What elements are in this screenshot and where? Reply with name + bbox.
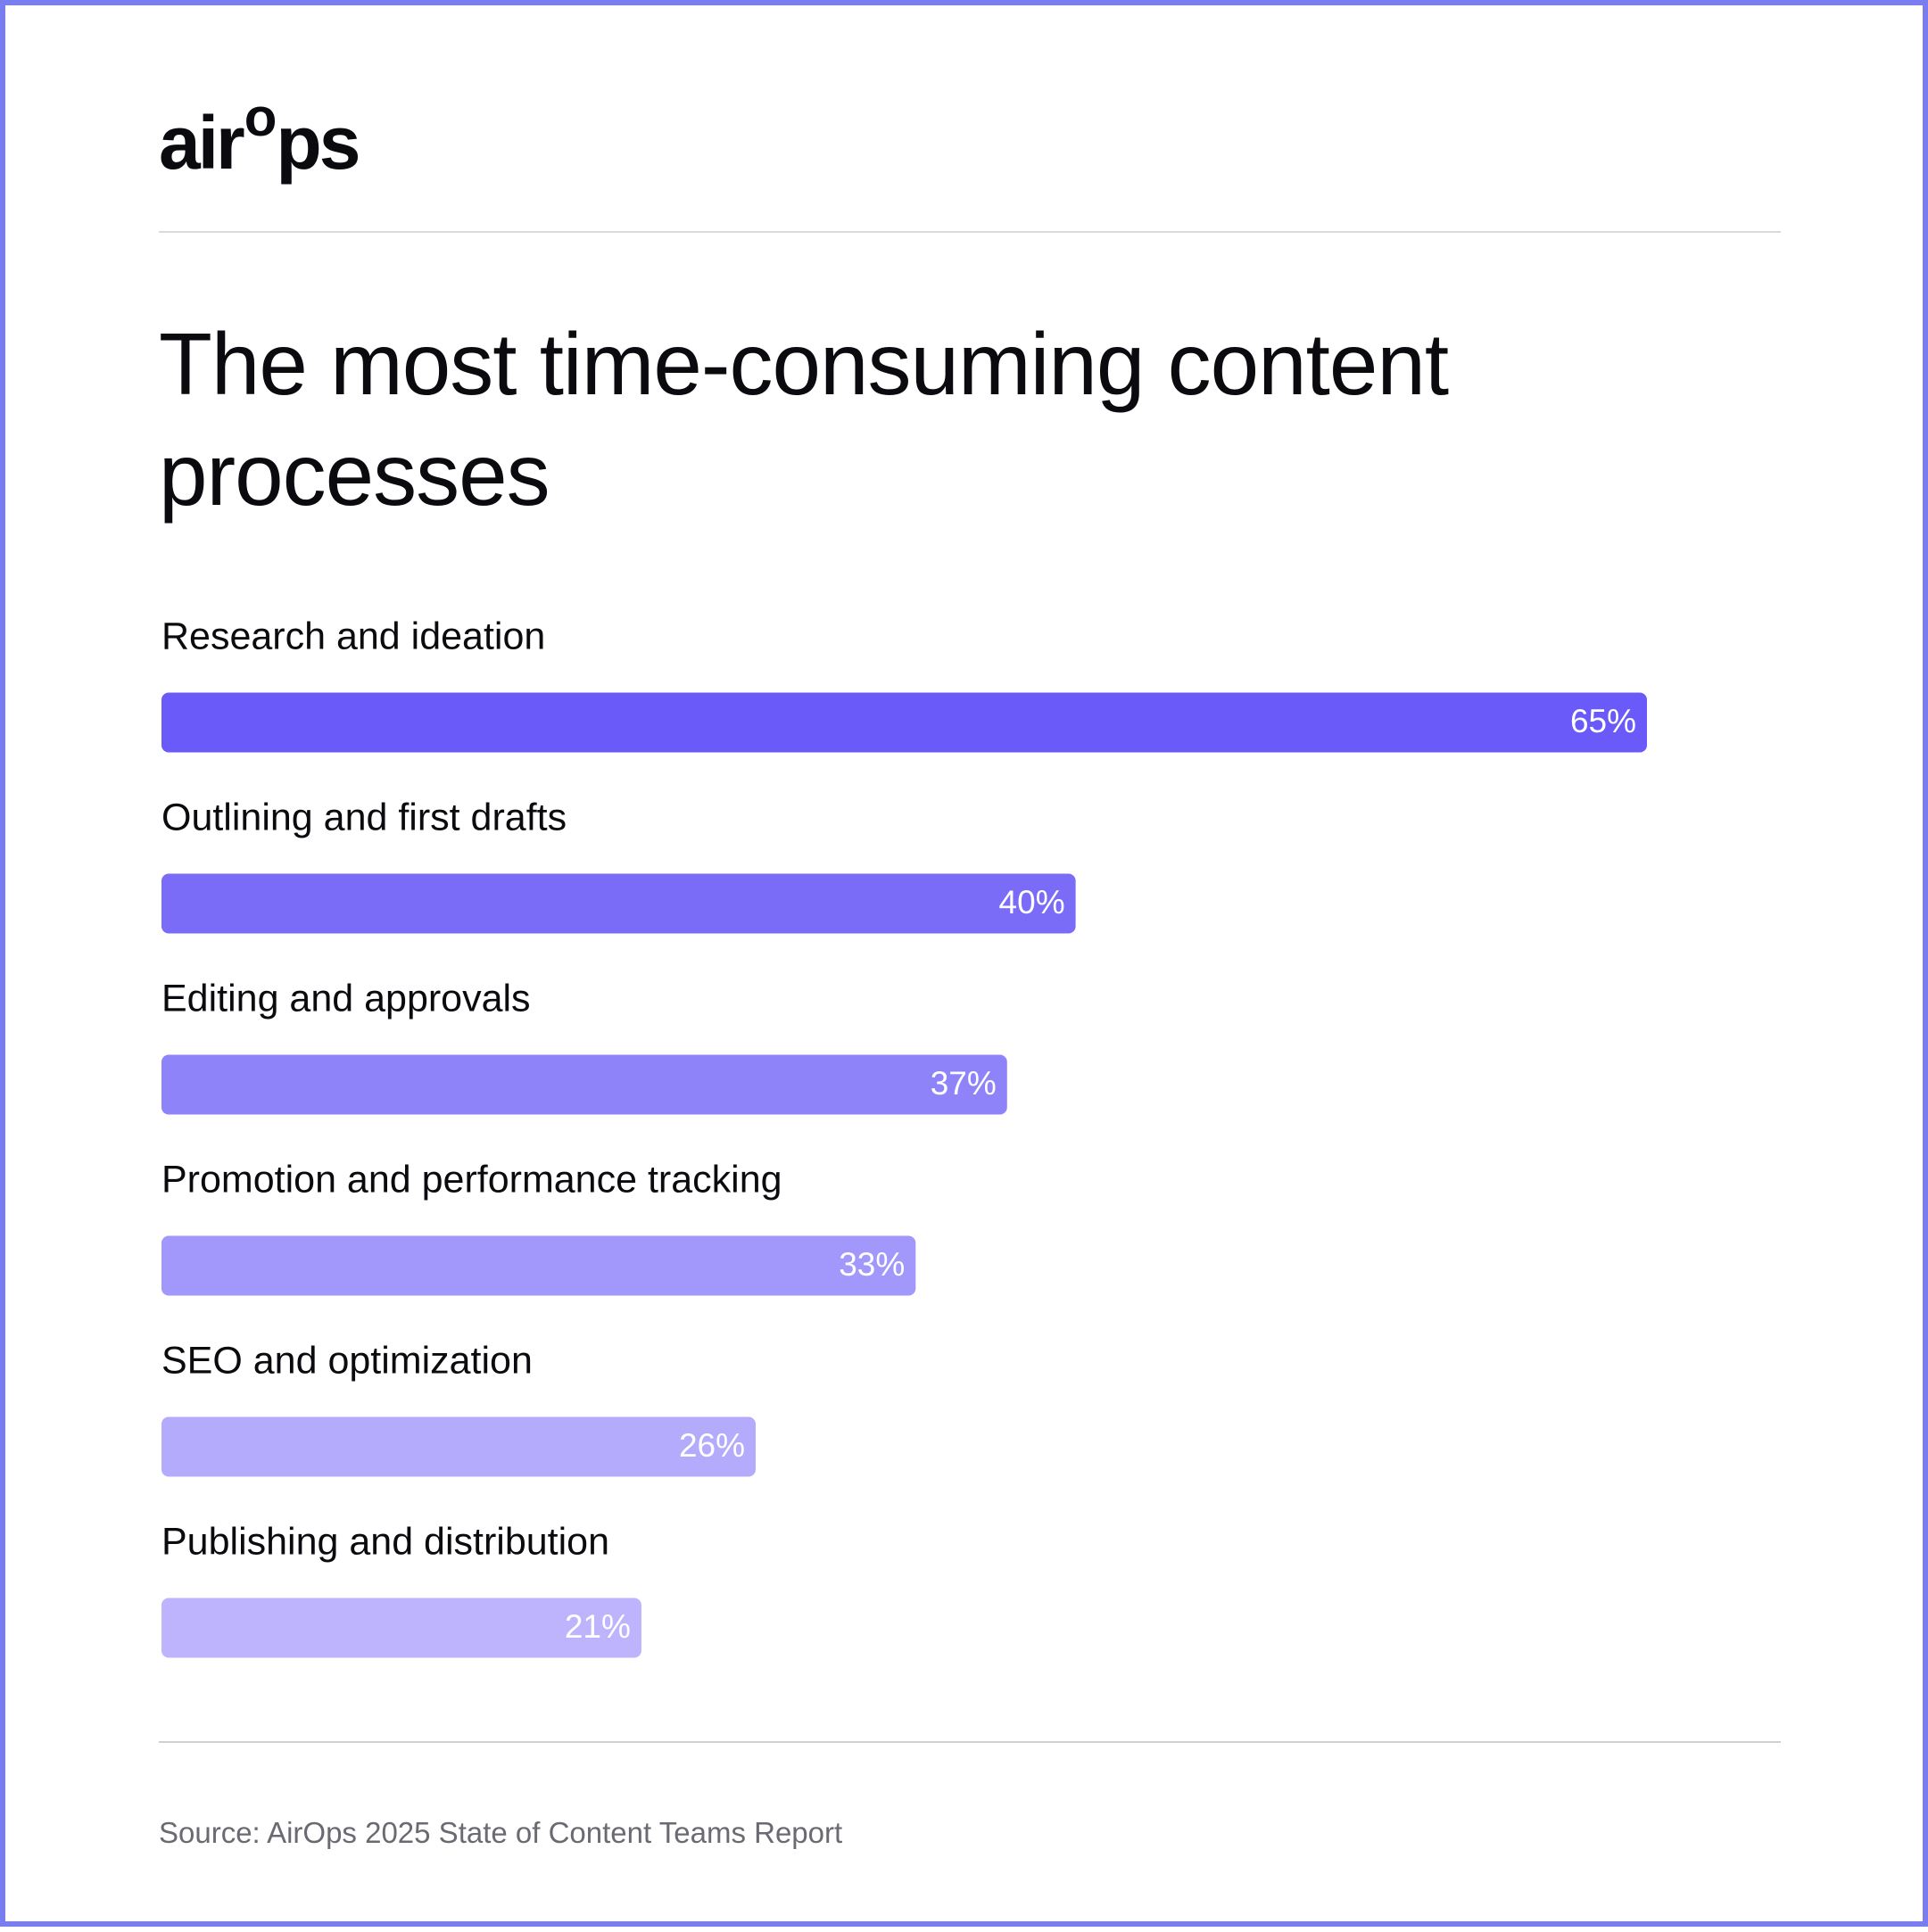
chart-title: The most time-consuming content processe… <box>159 315 1449 524</box>
bar-value-label: 21% <box>565 1608 631 1645</box>
bar-value-label: 65% <box>1570 703 1636 739</box>
source-note: Source: AirOps 2025 State of Content Tea… <box>159 1816 843 1849</box>
bar <box>161 1054 1007 1115</box>
category-label: Research and ideation <box>161 615 545 657</box>
bar <box>161 1416 756 1477</box>
logo-text-air: air <box>159 101 245 185</box>
logo-text-ps: ps <box>276 101 360 185</box>
bar-chart: Research and ideation 65% Outlining and fi… <box>161 615 1647 1658</box>
bar <box>161 1235 916 1296</box>
top-divider <box>159 231 1781 233</box>
logo-text-o: o <box>244 87 277 147</box>
category-label: Editing and approvals <box>161 977 531 1020</box>
bar <box>161 1598 641 1658</box>
bar <box>161 873 1076 934</box>
bar-value-label: 26% <box>679 1427 745 1464</box>
airops-logo: air o ps <box>159 91 360 185</box>
bottom-divider <box>159 1741 1781 1743</box>
category-label: Outlining and first drafts <box>161 796 567 838</box>
category-label: Promotion and performance tracking <box>161 1158 782 1201</box>
bar-value-label: 37% <box>931 1065 997 1102</box>
category-label: Publishing and distribution <box>161 1520 609 1563</box>
bar-value-label: 40% <box>999 884 1065 921</box>
bar-value-label: 33% <box>839 1246 905 1283</box>
category-label: SEO and optimization <box>161 1339 533 1382</box>
bar <box>161 692 1647 753</box>
